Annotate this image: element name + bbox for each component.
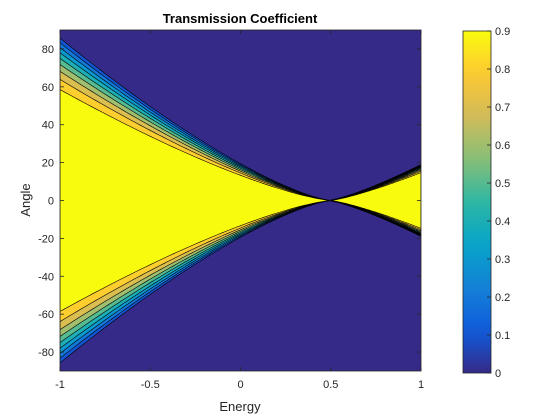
y-tick-label: -80 <box>38 347 54 359</box>
x-tick-label: 0.5 <box>323 379 338 391</box>
y-tick-label: -40 <box>38 271 54 283</box>
colorbar: 0.9 0.8 0.7 0.6 0.5 0.4 0.3 0.2 0.1 0 <box>462 26 510 380</box>
colorbar-tick-label: 0.6 <box>495 140 510 152</box>
x-tick-label: 0 <box>237 379 243 391</box>
y-tick-label: 80 <box>42 44 54 56</box>
colorbar-tick-label: 0.9 <box>495 26 510 38</box>
y-tick-label: 60 <box>42 82 54 94</box>
colorbar-scale <box>462 30 492 374</box>
colorbar-tick-label: 0.2 <box>495 292 510 304</box>
y-tick-label: 40 <box>42 120 54 132</box>
colorbar-tick-label: 0.1 <box>495 330 510 342</box>
contour-fills <box>60 37 421 364</box>
chart-title: Transmission Coefficient <box>163 11 318 26</box>
x-axis: -1 -0.5 0 0.5 1 <box>55 30 424 391</box>
x-tick-label: -0.5 <box>141 379 160 391</box>
colorbar-tick-label: 0.4 <box>495 216 510 228</box>
colorbar-tick-label: 0.5 <box>495 178 510 190</box>
y-axis: 80 60 40 20 0 -20 -40 -60 -80 <box>38 44 421 359</box>
contour-band-right <box>330 172 421 229</box>
x-axis-label: Energy <box>219 399 261 414</box>
x-tick-label: 1 <box>418 379 424 391</box>
y-tick-label: 0 <box>48 196 54 208</box>
colorbar-tick-label: 0.7 <box>495 102 510 114</box>
y-tick-label: -60 <box>38 309 54 321</box>
y-axis-label: Angle <box>18 183 33 216</box>
colorbar-ticks: 0.9 0.8 0.7 0.6 0.5 0.4 0.3 0.2 0.1 0 <box>487 26 510 380</box>
colorbar-tick-label: 0.3 <box>495 254 510 266</box>
colorbar-tick-label: 0 <box>495 368 501 380</box>
x-tick-label: -1 <box>55 379 65 391</box>
y-tick-label: -20 <box>38 233 54 245</box>
colorbar-tick-label: 0.8 <box>495 64 510 76</box>
plot-area <box>59 29 422 372</box>
y-tick-label: 20 <box>42 158 54 170</box>
